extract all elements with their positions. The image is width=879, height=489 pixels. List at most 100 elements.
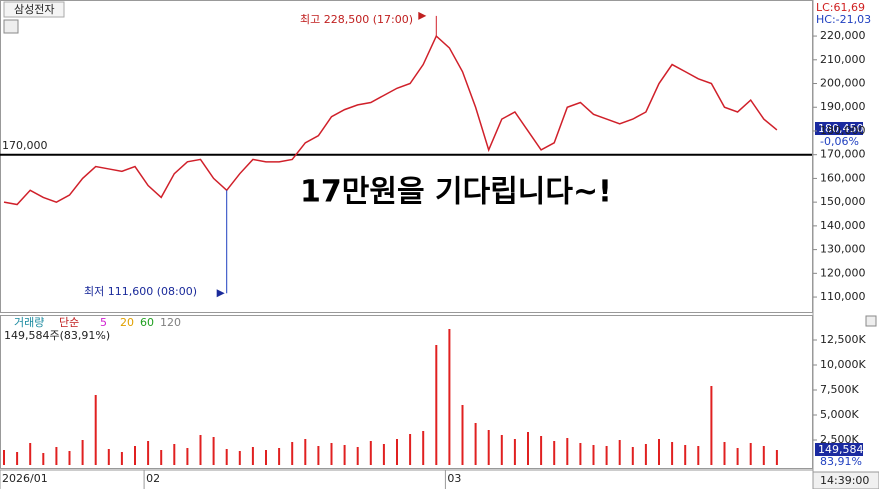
y-tick-label: 12,500K bbox=[820, 333, 866, 346]
volume-bar bbox=[55, 447, 58, 465]
volume-bar bbox=[513, 439, 516, 465]
annotation: 17만원을 기다립니다~! bbox=[300, 175, 612, 210]
indicator: LC:61,69 bbox=[816, 1, 865, 14]
close-button[interactable] bbox=[865, 315, 877, 327]
volume-bar bbox=[684, 445, 687, 465]
volume-bar bbox=[120, 452, 123, 465]
volume-summary: 149,584주(83,91%) bbox=[4, 329, 110, 342]
volume-bar bbox=[265, 450, 267, 465]
volume-bar bbox=[644, 444, 647, 465]
high-arrow bbox=[418, 11, 427, 20]
volume-bar bbox=[291, 442, 294, 465]
x-tick-label: 03 bbox=[447, 472, 461, 485]
volume-bar bbox=[160, 450, 163, 465]
volume-bar bbox=[671, 442, 674, 465]
indicator: HC:-21,03 bbox=[816, 13, 871, 26]
last-volume-box bbox=[815, 443, 863, 456]
icon-button[interactable] bbox=[3, 19, 19, 34]
y-tick-label: 110,000 bbox=[820, 290, 866, 303]
volume-bar bbox=[527, 432, 529, 465]
volume-bar bbox=[29, 443, 32, 465]
x-tick-label: 02 bbox=[146, 472, 160, 485]
y-tick-label: 150,000 bbox=[820, 195, 866, 208]
volume-bar bbox=[68, 451, 71, 465]
volume-bar bbox=[186, 448, 189, 465]
ma-legend: 60 bbox=[140, 316, 154, 329]
y-tick-label: 130,000 bbox=[820, 243, 866, 256]
volume-bar bbox=[330, 443, 333, 465]
ma-legend: 120 bbox=[160, 316, 181, 329]
volume-bar bbox=[448, 329, 451, 465]
hline-label: 170,000 bbox=[2, 139, 48, 152]
volume-bar bbox=[356, 447, 359, 465]
volume-bar bbox=[540, 436, 543, 465]
volume-bar bbox=[631, 447, 634, 465]
volume-bar bbox=[238, 451, 241, 465]
y-tick-label: 190,000 bbox=[820, 100, 866, 113]
y-tick-label: 5,000K bbox=[820, 408, 859, 421]
y-tick-label: 10,000K bbox=[820, 358, 866, 371]
volume-bar bbox=[697, 446, 700, 465]
volume-bar bbox=[762, 446, 765, 465]
ma-label: 단순 bbox=[59, 316, 79, 329]
volume-bar bbox=[553, 441, 556, 465]
y-tick-label: 160,000 bbox=[820, 171, 866, 184]
volume-bar bbox=[147, 441, 150, 465]
volume-bar bbox=[487, 430, 490, 465]
volume-title: 거래량 bbox=[14, 316, 44, 329]
volume-bar bbox=[107, 449, 110, 465]
volume-bar bbox=[278, 448, 281, 465]
y-tick-label: 2,500K bbox=[820, 433, 859, 446]
last-volume-pct: 83,91% bbox=[820, 455, 862, 468]
volume-bar bbox=[605, 446, 608, 465]
high-label: 최고 228,500 (17:00) bbox=[300, 13, 413, 26]
volume-bar bbox=[566, 438, 569, 465]
last-volume: 149,584 bbox=[818, 443, 864, 456]
volume-bar bbox=[396, 439, 398, 465]
ma-legend: 20 bbox=[120, 316, 134, 329]
volume-bar bbox=[317, 446, 320, 465]
y-tick-label: 140,000 bbox=[820, 219, 866, 232]
volume-bar bbox=[16, 452, 19, 465]
volume-bar bbox=[3, 450, 5, 465]
volume-bar bbox=[749, 443, 752, 465]
volume-bar bbox=[422, 431, 425, 465]
volume-bar bbox=[304, 439, 307, 465]
last-price-box bbox=[815, 122, 863, 135]
last-change: -0,06% bbox=[820, 135, 859, 148]
last-price: 180,450 bbox=[818, 122, 864, 135]
time-box bbox=[812, 471, 879, 489]
volume-bar bbox=[81, 440, 84, 465]
volume-bar bbox=[369, 441, 372, 465]
volume-bar bbox=[225, 449, 228, 465]
volume-bar bbox=[409, 434, 412, 465]
low-label: 최저 111,600 (08:00) bbox=[84, 285, 197, 298]
ma-legend: 5 bbox=[100, 316, 107, 329]
title-box[interactable] bbox=[3, 1, 65, 18]
volume-bar bbox=[579, 443, 582, 465]
volume-bar bbox=[618, 440, 621, 465]
volume-bar bbox=[775, 450, 778, 465]
volume-bar bbox=[658, 439, 660, 465]
volume-bar bbox=[500, 435, 503, 465]
volume-bar bbox=[343, 445, 346, 465]
volume-bar bbox=[435, 345, 438, 465]
volume-bar bbox=[592, 445, 595, 465]
chart-title: 삼성전자 bbox=[14, 3, 54, 16]
volume-bar bbox=[723, 442, 726, 465]
low-arrow bbox=[216, 289, 225, 298]
volume-bar bbox=[134, 446, 136, 465]
volume-bar bbox=[94, 395, 97, 465]
volume-bar bbox=[199, 435, 202, 465]
volume-bar bbox=[382, 444, 385, 465]
y-tick-label: 170,000 bbox=[820, 148, 866, 161]
volume-bar bbox=[461, 405, 464, 465]
volume-bar bbox=[173, 444, 176, 465]
volume-bar bbox=[474, 423, 477, 465]
x-tick-label: 2026/01 bbox=[2, 472, 48, 485]
volume-bar bbox=[212, 437, 215, 465]
y-tick-label: 220,000 bbox=[820, 29, 866, 42]
y-tick-label: 210,000 bbox=[820, 53, 866, 66]
